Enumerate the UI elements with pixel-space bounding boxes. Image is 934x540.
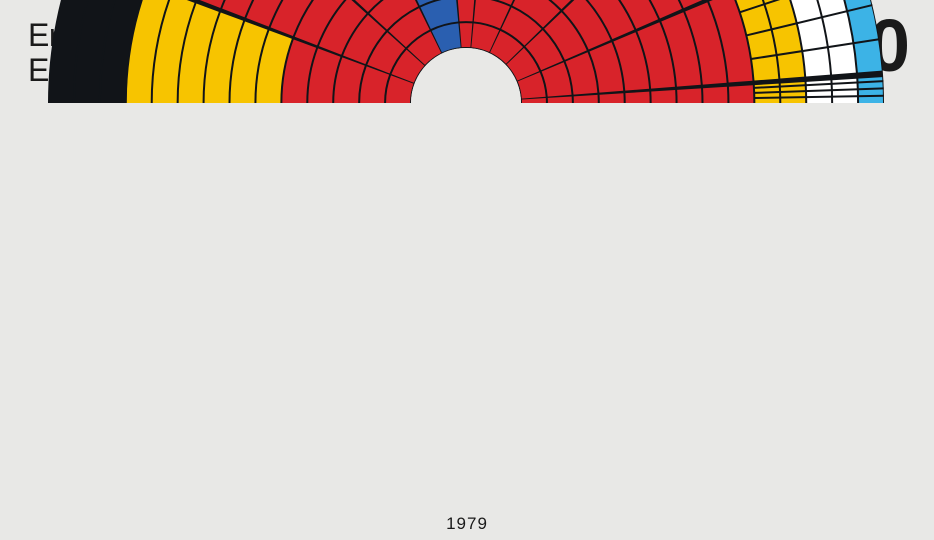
- hemicycle-diagram: [0, 0, 934, 540]
- hemicycle-seat: [600, 93, 624, 103]
- stamp-year: 1979: [0, 514, 934, 534]
- hemicycle-seat: [625, 92, 649, 103]
- hemicycle-seat: [729, 85, 753, 103]
- stamp-root: Erste Direktwahl zum Europäischen Parlam…: [0, 0, 934, 540]
- hemicycle-seat: [677, 88, 701, 103]
- hemicycle-seat: [703, 87, 727, 103]
- hemicycle-seat: [458, 0, 475, 21]
- hemicycle-seat: [651, 90, 675, 103]
- hemicycle-seat: [460, 23, 473, 47]
